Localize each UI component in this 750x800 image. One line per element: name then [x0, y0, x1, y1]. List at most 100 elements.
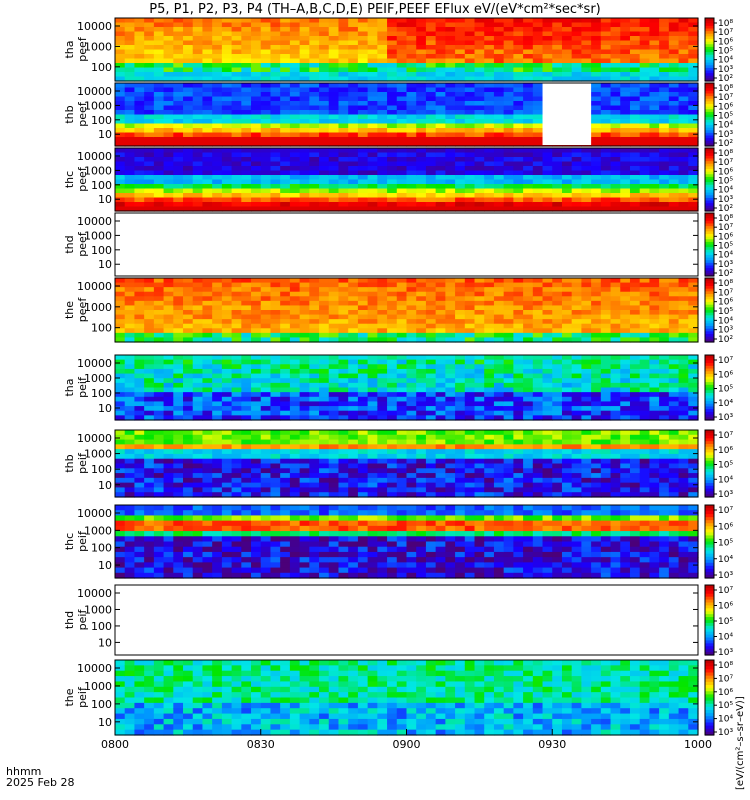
heatmap-cell	[153, 337, 165, 343]
heatmap-cell	[620, 22, 631, 28]
heatmap-cell	[542, 406, 553, 412]
heatmap-cell	[153, 282, 165, 288]
heatmap-cell	[260, 337, 272, 343]
heatmap-cell	[299, 170, 310, 176]
heatmap-cell	[387, 157, 398, 163]
heatmap-cell	[629, 175, 641, 181]
heatmap-cell	[464, 401, 476, 407]
heatmap-cell	[571, 40, 582, 46]
heatmap-cell	[639, 54, 651, 60]
heatmap-cell	[289, 31, 301, 37]
heatmap-cell	[416, 87, 427, 93]
heatmap-cell	[455, 406, 466, 412]
heatmap-cell	[629, 92, 641, 98]
heatmap-cell	[610, 36, 621, 42]
heatmap-cell	[231, 141, 242, 147]
heatmap-cell	[678, 105, 689, 111]
heatmap-cell	[416, 137, 427, 143]
heatmap-cell	[561, 206, 573, 212]
heatmap-cell	[513, 119, 524, 125]
heatmap-cell	[542, 278, 553, 284]
heatmap-cell	[309, 444, 320, 450]
heatmap-cell	[610, 22, 621, 28]
heatmap-cell	[241, 468, 252, 474]
heatmap-cell	[183, 291, 194, 297]
heatmap-cell	[377, 392, 388, 398]
heatmap-cell	[445, 382, 456, 389]
heatmap-cell	[309, 458, 320, 465]
heatmap-cell	[649, 175, 660, 181]
heatmap-cell	[115, 128, 126, 134]
heatmap-cell	[620, 157, 631, 163]
heatmap-cell	[183, 105, 194, 111]
heatmap-cell	[406, 54, 417, 60]
heatmap-cell	[299, 137, 310, 143]
heatmap-cell	[328, 430, 340, 436]
heatmap-cell	[212, 332, 223, 339]
heatmap-cell	[377, 359, 388, 365]
heatmap-cell	[445, 392, 456, 398]
heatmap-cell	[455, 18, 466, 24]
heatmap-cell	[493, 287, 505, 293]
heatmap-cell	[144, 152, 155, 158]
heatmap-cell	[659, 368, 670, 375]
colorbar-swatch	[705, 125, 714, 129]
heatmap-cell	[134, 161, 145, 167]
heatmap-cell	[435, 128, 446, 134]
heatmap-cell	[144, 439, 155, 445]
heatmap-cell	[348, 166, 359, 172]
heatmap-cell	[163, 332, 174, 339]
heatmap-cell	[435, 296, 446, 302]
heatmap-cell	[493, 72, 505, 78]
heatmap-cell	[144, 328, 155, 334]
y-tick-label: 10000	[77, 85, 112, 98]
heatmap-cell	[241, 355, 252, 361]
heatmap-cell	[309, 410, 320, 416]
heatmap-cell	[183, 434, 194, 441]
heatmap-cell	[270, 444, 281, 450]
heatmap-cell	[513, 166, 524, 172]
heatmap-cell	[668, 45, 680, 51]
heatmap-cell	[348, 291, 359, 297]
heatmap-cell	[455, 415, 466, 421]
heatmap-cell	[620, 314, 631, 320]
heatmap-cell	[319, 319, 330, 325]
heatmap-cell	[309, 31, 320, 37]
heatmap-cell	[474, 45, 485, 51]
heatmap-cell	[124, 359, 136, 365]
heatmap-cell	[338, 96, 349, 102]
heatmap-cell	[435, 96, 446, 102]
heatmap-cell	[659, 197, 670, 203]
heatmap-cell	[542, 328, 553, 334]
heatmap-cell	[610, 415, 621, 421]
heatmap-cell	[328, 282, 340, 288]
heatmap-cell	[688, 188, 699, 194]
heatmap-cell	[377, 364, 388, 370]
heatmap-cell	[396, 152, 408, 158]
heatmap-cell	[134, 193, 145, 199]
heatmap-cell	[348, 487, 359, 493]
heatmap-cell	[416, 305, 427, 311]
heatmap-cell	[639, 67, 651, 73]
heatmap-cell	[231, 477, 242, 484]
heatmap-cell	[153, 157, 165, 163]
heatmap-cell	[202, 359, 213, 365]
heatmap-cell	[416, 170, 427, 176]
heatmap-cell	[561, 193, 573, 199]
heatmap-cell	[591, 392, 602, 398]
heatmap-cell	[659, 101, 670, 107]
heatmap-cell	[173, 305, 184, 311]
heatmap-cell	[270, 291, 281, 297]
heatmap-cell	[251, 305, 262, 311]
heatmap-cell	[280, 305, 291, 311]
heatmap-cell	[435, 368, 446, 375]
heatmap-cell	[668, 101, 680, 107]
heatmap-cell	[241, 401, 252, 407]
heatmap-cell	[503, 396, 514, 403]
heatmap-cell	[396, 31, 408, 37]
heatmap-cell	[629, 137, 641, 143]
heatmap-cell	[367, 137, 378, 143]
heatmap-cell	[367, 444, 378, 450]
heatmap-cell	[115, 58, 126, 64]
